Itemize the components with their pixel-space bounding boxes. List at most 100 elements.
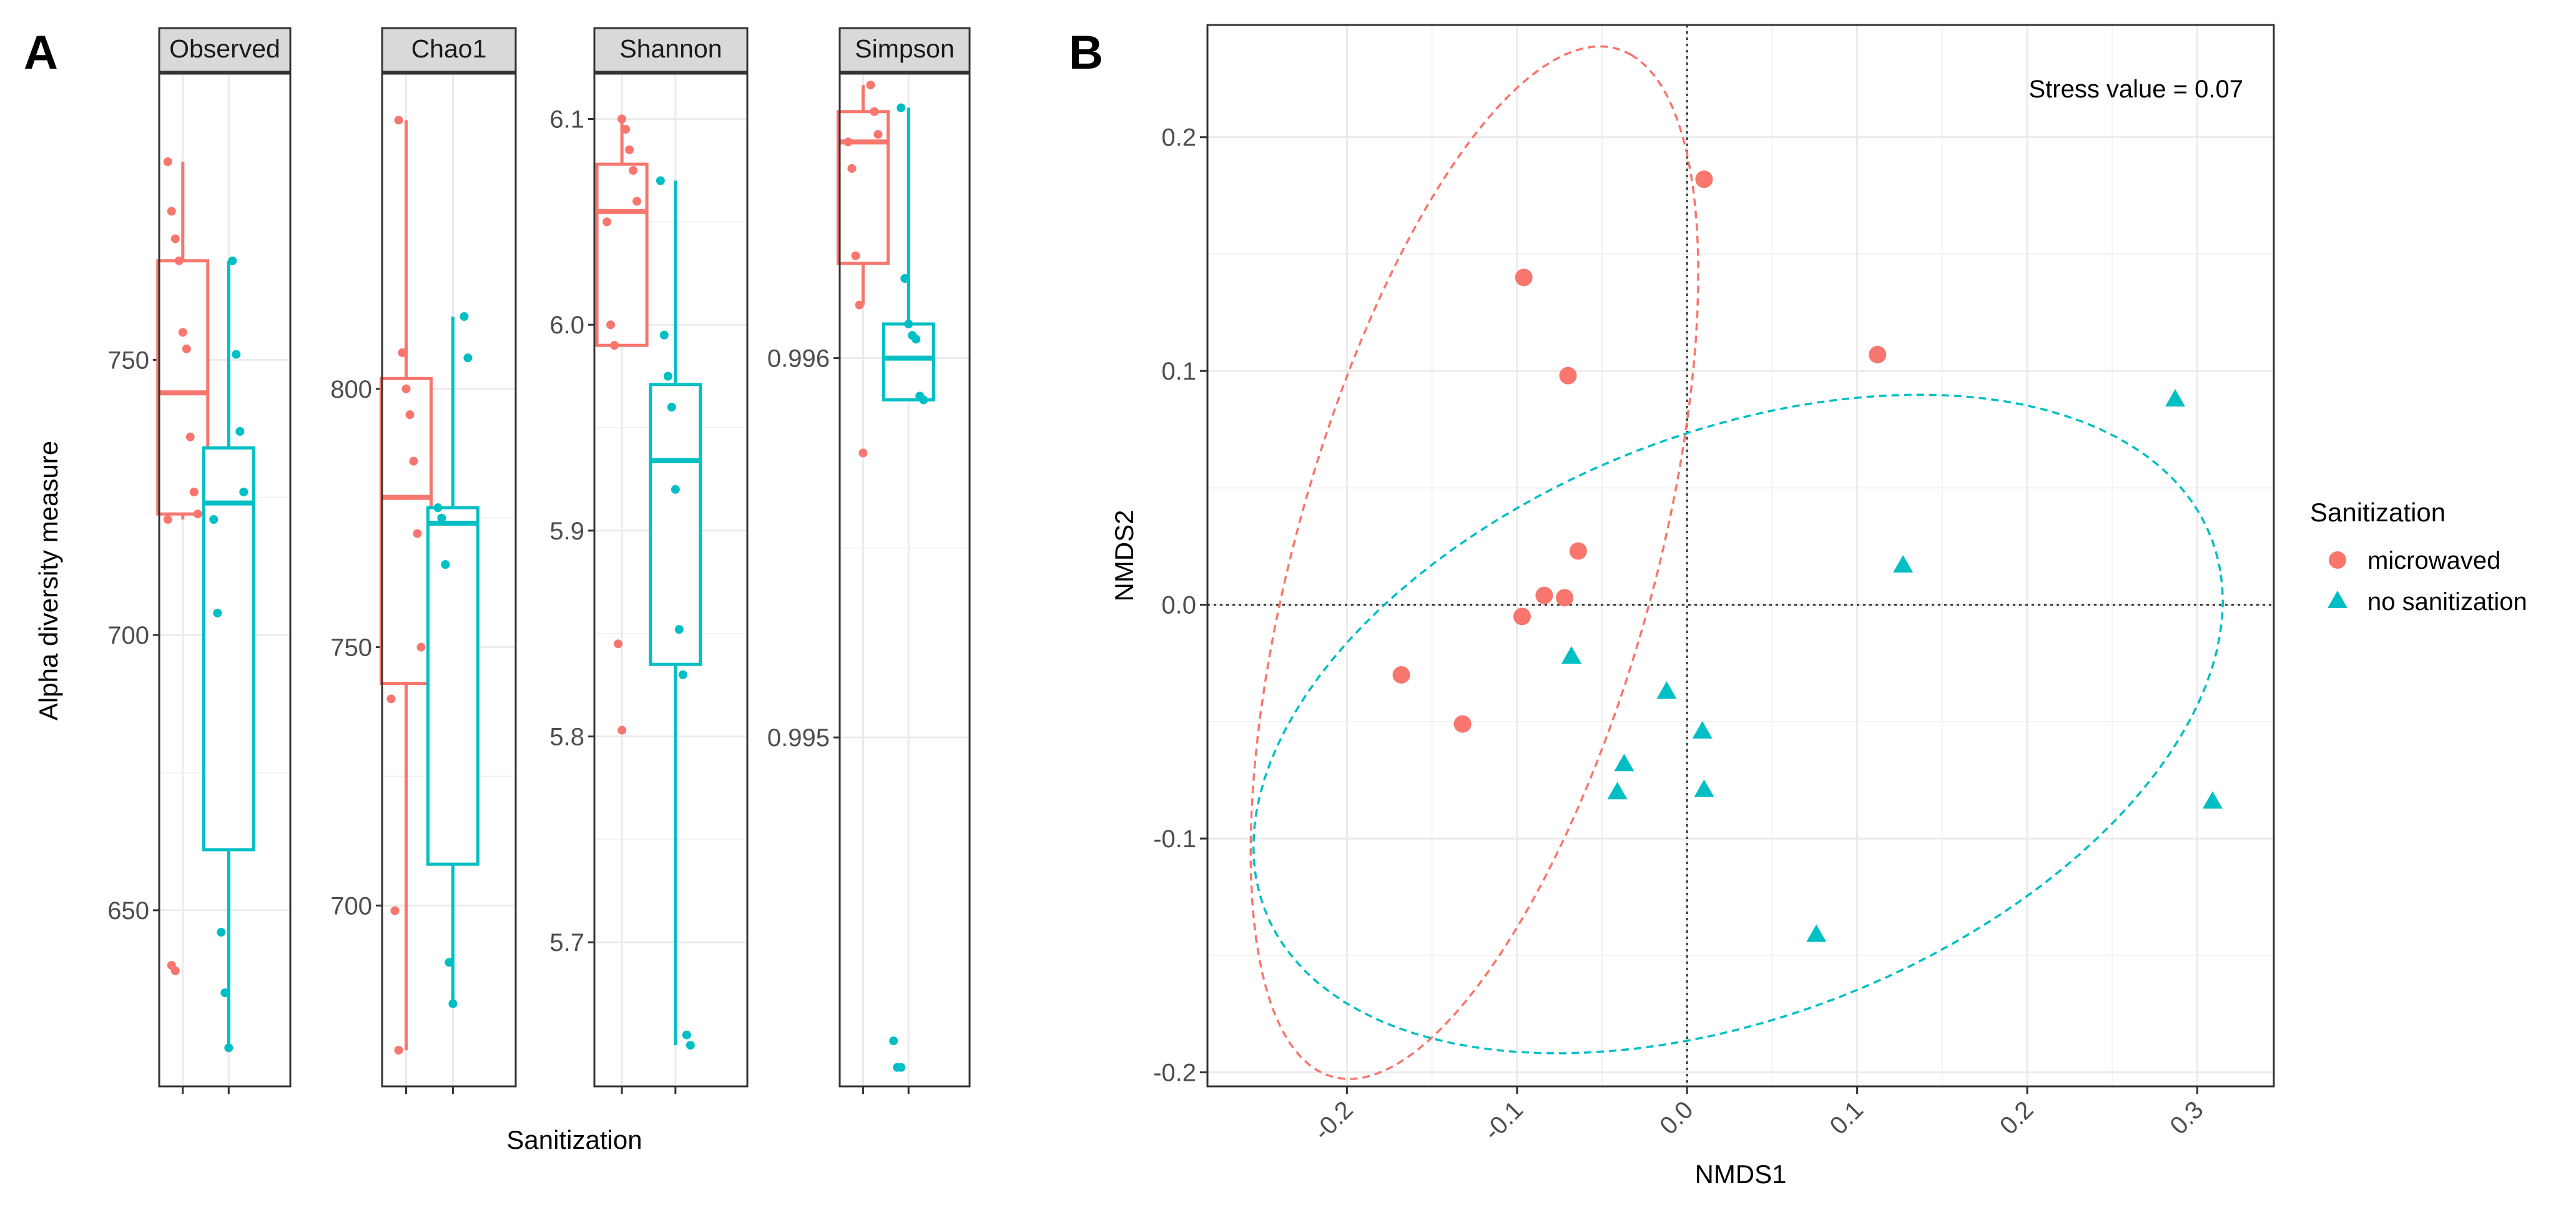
data-point-microwaved [602, 217, 612, 227]
data-point-no-sanitization [220, 988, 230, 998]
facet-strip-label: Simpson [855, 34, 955, 63]
x-tick-label: -0.2 [1309, 1096, 1359, 1146]
data-point-no-sanitization [897, 103, 906, 112]
data-point-no-sanitization [235, 426, 245, 436]
scatter-point-microwaved [1869, 345, 1887, 363]
data-point-no-sanitization [463, 353, 473, 363]
data-point-no-sanitization [656, 176, 665, 185]
data-point-microwaved [189, 487, 199, 496]
data-point-microwaved [398, 348, 407, 357]
data-point-microwaved [843, 137, 853, 147]
data-point-microwaved [193, 509, 202, 519]
box-microwaved [595, 119, 649, 347]
data-point-microwaved [413, 529, 422, 538]
facet-frame [593, 72, 749, 1088]
facet-frame [158, 72, 292, 1088]
data-point-microwaved [625, 145, 634, 154]
x-tick-label: 0.3 [2165, 1096, 2208, 1139]
y-tick-label: 700 [330, 892, 372, 920]
iqr-box [836, 110, 890, 265]
y-tick-label: 5.9 [549, 518, 584, 545]
box-microwaved [156, 162, 210, 520]
data-point-no-sanitization [912, 335, 921, 344]
scatter-point-microwaved [1515, 268, 1533, 287]
scatter-point-no-sanitization [2202, 791, 2223, 809]
x-tick-label: 0.2 [1995, 1096, 2038, 1139]
data-point-microwaved [390, 906, 400, 915]
data-point-no-sanitization [232, 350, 241, 359]
y-tick-label: -0.2 [1153, 1060, 1196, 1087]
data-point-no-sanitization [239, 487, 248, 496]
nmds-ordination-panel: -0.2 -0.1 0.0 0.1 0.2 0.3 -0.2 -0.1 0.0 0.1 0.2 Str… [1109, 24, 2527, 1189]
data-point-microwaved [632, 197, 642, 206]
facet-chao1: Chao1 700 750 800 [330, 27, 517, 1094]
y-axis-title: Alpha diversity measure [34, 441, 63, 721]
data-point-no-sanitization [682, 1030, 691, 1040]
data-point-no-sanitization [448, 999, 458, 1008]
panel-a-label: A [24, 26, 58, 79]
box-microwaved [836, 85, 890, 305]
box-no-sanitization [426, 316, 479, 1004]
y-tick-label: 750 [107, 347, 149, 374]
scatter-point-no-sanitization [1694, 779, 1714, 797]
scatter-point-microwaved [1513, 607, 1531, 626]
facet-shannon: Shannon 5.7 5.8 5.9 6.0 6.1 [549, 27, 749, 1094]
y-tick-label: 6.0 [549, 312, 584, 339]
data-point-no-sanitization [460, 312, 469, 321]
scatter-point-no-sanitization [1692, 721, 1713, 739]
data-point-no-sanitization [441, 560, 450, 569]
data-point-microwaved [606, 320, 616, 330]
data-point-microwaved [873, 130, 883, 139]
scatter-frame [1206, 24, 2275, 1088]
data-point-microwaved [394, 1046, 403, 1055]
scatter-point-no-sanitization [1614, 754, 1635, 772]
legend-marker-microwaved [2329, 551, 2346, 569]
scatter-point-no-sanitization [1607, 782, 1628, 800]
scatter-point-no-sanitization [1806, 924, 1827, 942]
facet-strip [838, 27, 971, 73]
data-point-no-sanitization [671, 484, 680, 494]
data-point-microwaved [621, 125, 631, 134]
data-point-microwaved [629, 165, 638, 175]
data-point-microwaved [614, 639, 623, 649]
facet-observed: Observed 650 700 750 [107, 27, 292, 1094]
scatter-point-microwaved [1392, 666, 1410, 684]
y-tick-label: 800 [330, 376, 372, 403]
scatter-point-no-sanitization [2165, 389, 2186, 407]
data-point-no-sanitization [217, 928, 226, 937]
data-point-microwaved [170, 234, 180, 243]
data-point-no-sanitization [228, 256, 237, 265]
iqr-box [156, 259, 210, 516]
x-tick-label: 0.0 [1654, 1096, 1698, 1139]
scatter-plot-area [1207, 25, 2274, 1086]
scatter-point-microwaved [1695, 170, 1713, 189]
data-point-no-sanitization [433, 503, 443, 513]
legend-marker-no-sanitization [2328, 591, 2347, 608]
scatter-point-no-sanitization [1561, 646, 1581, 664]
confidence-ellipse-microwaved [1249, 45, 1699, 1080]
data-point-no-sanitization [686, 1041, 695, 1050]
scatter-point-microwaved [1569, 542, 1587, 560]
y-tick-label: 0.0 [1161, 592, 1196, 619]
iqr-box [595, 162, 649, 347]
x-axis-title: Sanitization [506, 1125, 642, 1154]
box-no-sanitization [202, 260, 255, 1048]
y-tick-label: 5.8 [549, 724, 584, 751]
stress-value-annotation: Stress value = 0.07 [2028, 76, 2243, 103]
data-point-microwaved [182, 344, 191, 353]
y-tick-label: 650 [107, 897, 149, 925]
box-no-sanitization [649, 180, 702, 1046]
scatter-point-microwaved [1556, 589, 1574, 607]
data-point-no-sanitization [659, 330, 669, 340]
y-tick-label: 0.995 [767, 724, 830, 752]
confidence-ellipse-no-sanitization [1252, 393, 2225, 1055]
data-point-microwaved [858, 448, 868, 458]
data-point-microwaved [167, 207, 176, 216]
data-point-microwaved [405, 410, 415, 420]
scatter-point-no-sanitization [1656, 681, 1677, 699]
facet-strip [381, 27, 517, 73]
scatter-point-microwaved [1535, 586, 1553, 604]
facet-strip-label: Shannon [619, 34, 722, 63]
scatter-point-microwaved [1559, 366, 1577, 385]
